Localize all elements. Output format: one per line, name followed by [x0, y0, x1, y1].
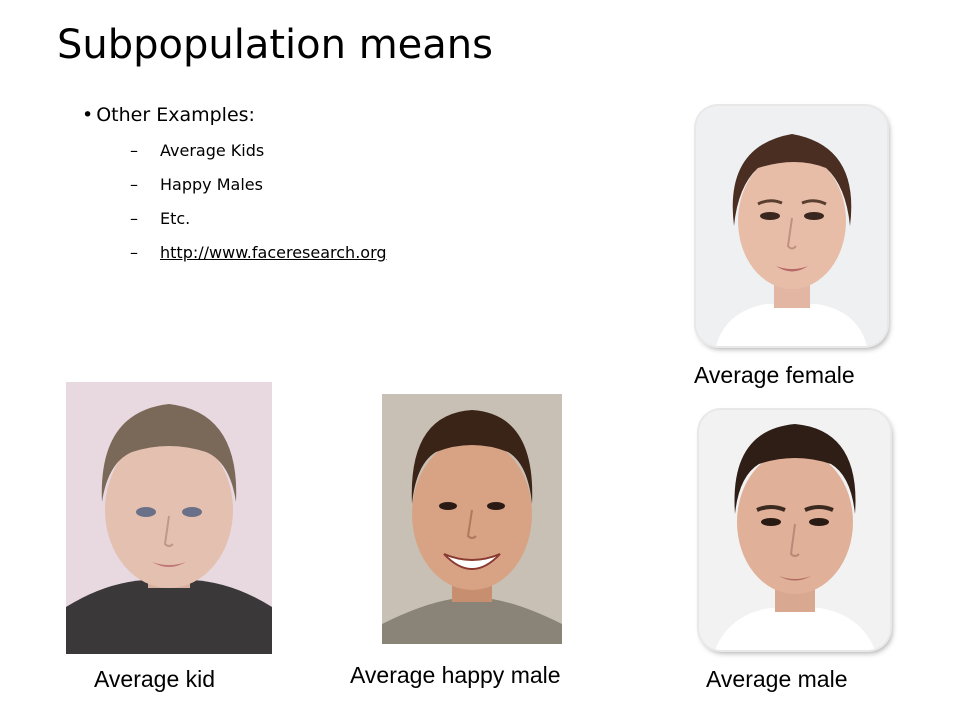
average-happy-male-photo [382, 394, 562, 644]
caption-average-male: Average male [706, 666, 848, 692]
female-face-icon [696, 106, 887, 346]
list-item: – Etc. [130, 209, 191, 228]
list-item: – Happy Males [130, 175, 263, 194]
list-item: – http://www.faceresearch.org [130, 243, 387, 262]
average-female-photo [696, 106, 887, 346]
bullet-other-examples: Other Examples: [82, 104, 255, 126]
male-face-icon [699, 410, 890, 650]
caption-average-female: Average female [694, 362, 855, 388]
caption-average-happy-male: Average happy male [350, 662, 561, 688]
faceresearch-link[interactable]: http://www.faceresearch.org [160, 243, 387, 262]
average-male-photo [699, 410, 890, 650]
kid-face-icon [66, 382, 272, 654]
average-kid-photo [66, 382, 272, 654]
slide-title: Subpopulation means [57, 22, 493, 68]
happy-male-face-icon [382, 394, 562, 644]
bullet-list: Other Examples: –Average Kids –Happy Mal… [82, 104, 387, 276]
caption-average-kid: Average kid [94, 666, 216, 692]
list-item: – Average Kids [130, 141, 265, 160]
